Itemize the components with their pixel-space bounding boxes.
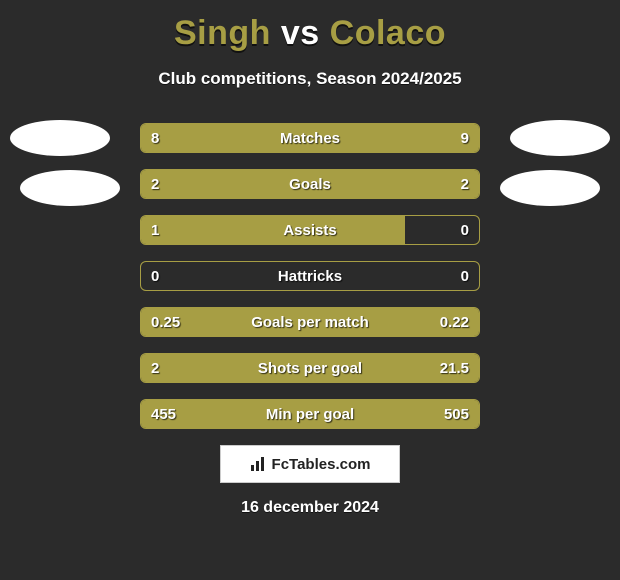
bar-chart-icon: [250, 456, 266, 472]
stat-fill-left: [141, 216, 405, 244]
stat-value-left: 455: [151, 400, 176, 428]
stat-row: 89Matches: [140, 123, 480, 153]
stat-value-left: 2: [151, 170, 159, 198]
stat-row: 22Goals: [140, 169, 480, 199]
player1-avatar-bottom: [20, 170, 120, 206]
stat-value-right: 21.5: [440, 354, 469, 382]
player1-name: Singh: [174, 14, 271, 52]
stat-value-left: 2: [151, 354, 159, 382]
stat-fill-left: [141, 170, 310, 198]
player1-avatar-top: [10, 120, 110, 156]
player2-avatar-top: [510, 120, 610, 156]
stat-value-right: 0: [461, 216, 469, 244]
stat-row: 221.5Shots per goal: [140, 353, 480, 383]
stat-label: Hattricks: [141, 262, 479, 290]
stat-value-left: 0.25: [151, 308, 180, 336]
stat-fill-right: [170, 354, 479, 382]
comparison-title: Singh vs Colaco: [0, 0, 620, 53]
stat-fill-left: [141, 124, 300, 152]
stat-value-right: 0.22: [440, 308, 469, 336]
stat-value-left: 1: [151, 216, 159, 244]
stat-fill-right: [310, 170, 479, 198]
stat-row: 0.250.22Goals per match: [140, 307, 480, 337]
player2-name: Colaco: [330, 14, 446, 52]
stat-value-left: 8: [151, 124, 159, 152]
vs-text: vs: [281, 14, 320, 52]
date-text: 16 december 2024: [0, 499, 620, 517]
stat-value-right: 0: [461, 262, 469, 290]
subtitle: Club competitions, Season 2024/2025: [0, 69, 620, 89]
stat-value-right: 9: [461, 124, 469, 152]
stats-bars: 89Matches22Goals10Assists00Hattricks0.25…: [140, 123, 480, 429]
stat-row: 0 0Hattricks: [140, 261, 480, 291]
player2-avatar-bottom: [500, 170, 600, 206]
stat-value-right: 2: [461, 170, 469, 198]
stat-row: 10Assists: [140, 215, 480, 245]
stat-row: 455505Min per goal: [140, 399, 480, 429]
stat-fill-right: [300, 124, 479, 152]
stat-value-right: 505: [444, 400, 469, 428]
stat-value-left: 0: [151, 262, 159, 290]
logo-text: FcTables.com: [272, 456, 371, 473]
fctables-logo[interactable]: FcTables.com: [220, 445, 400, 483]
